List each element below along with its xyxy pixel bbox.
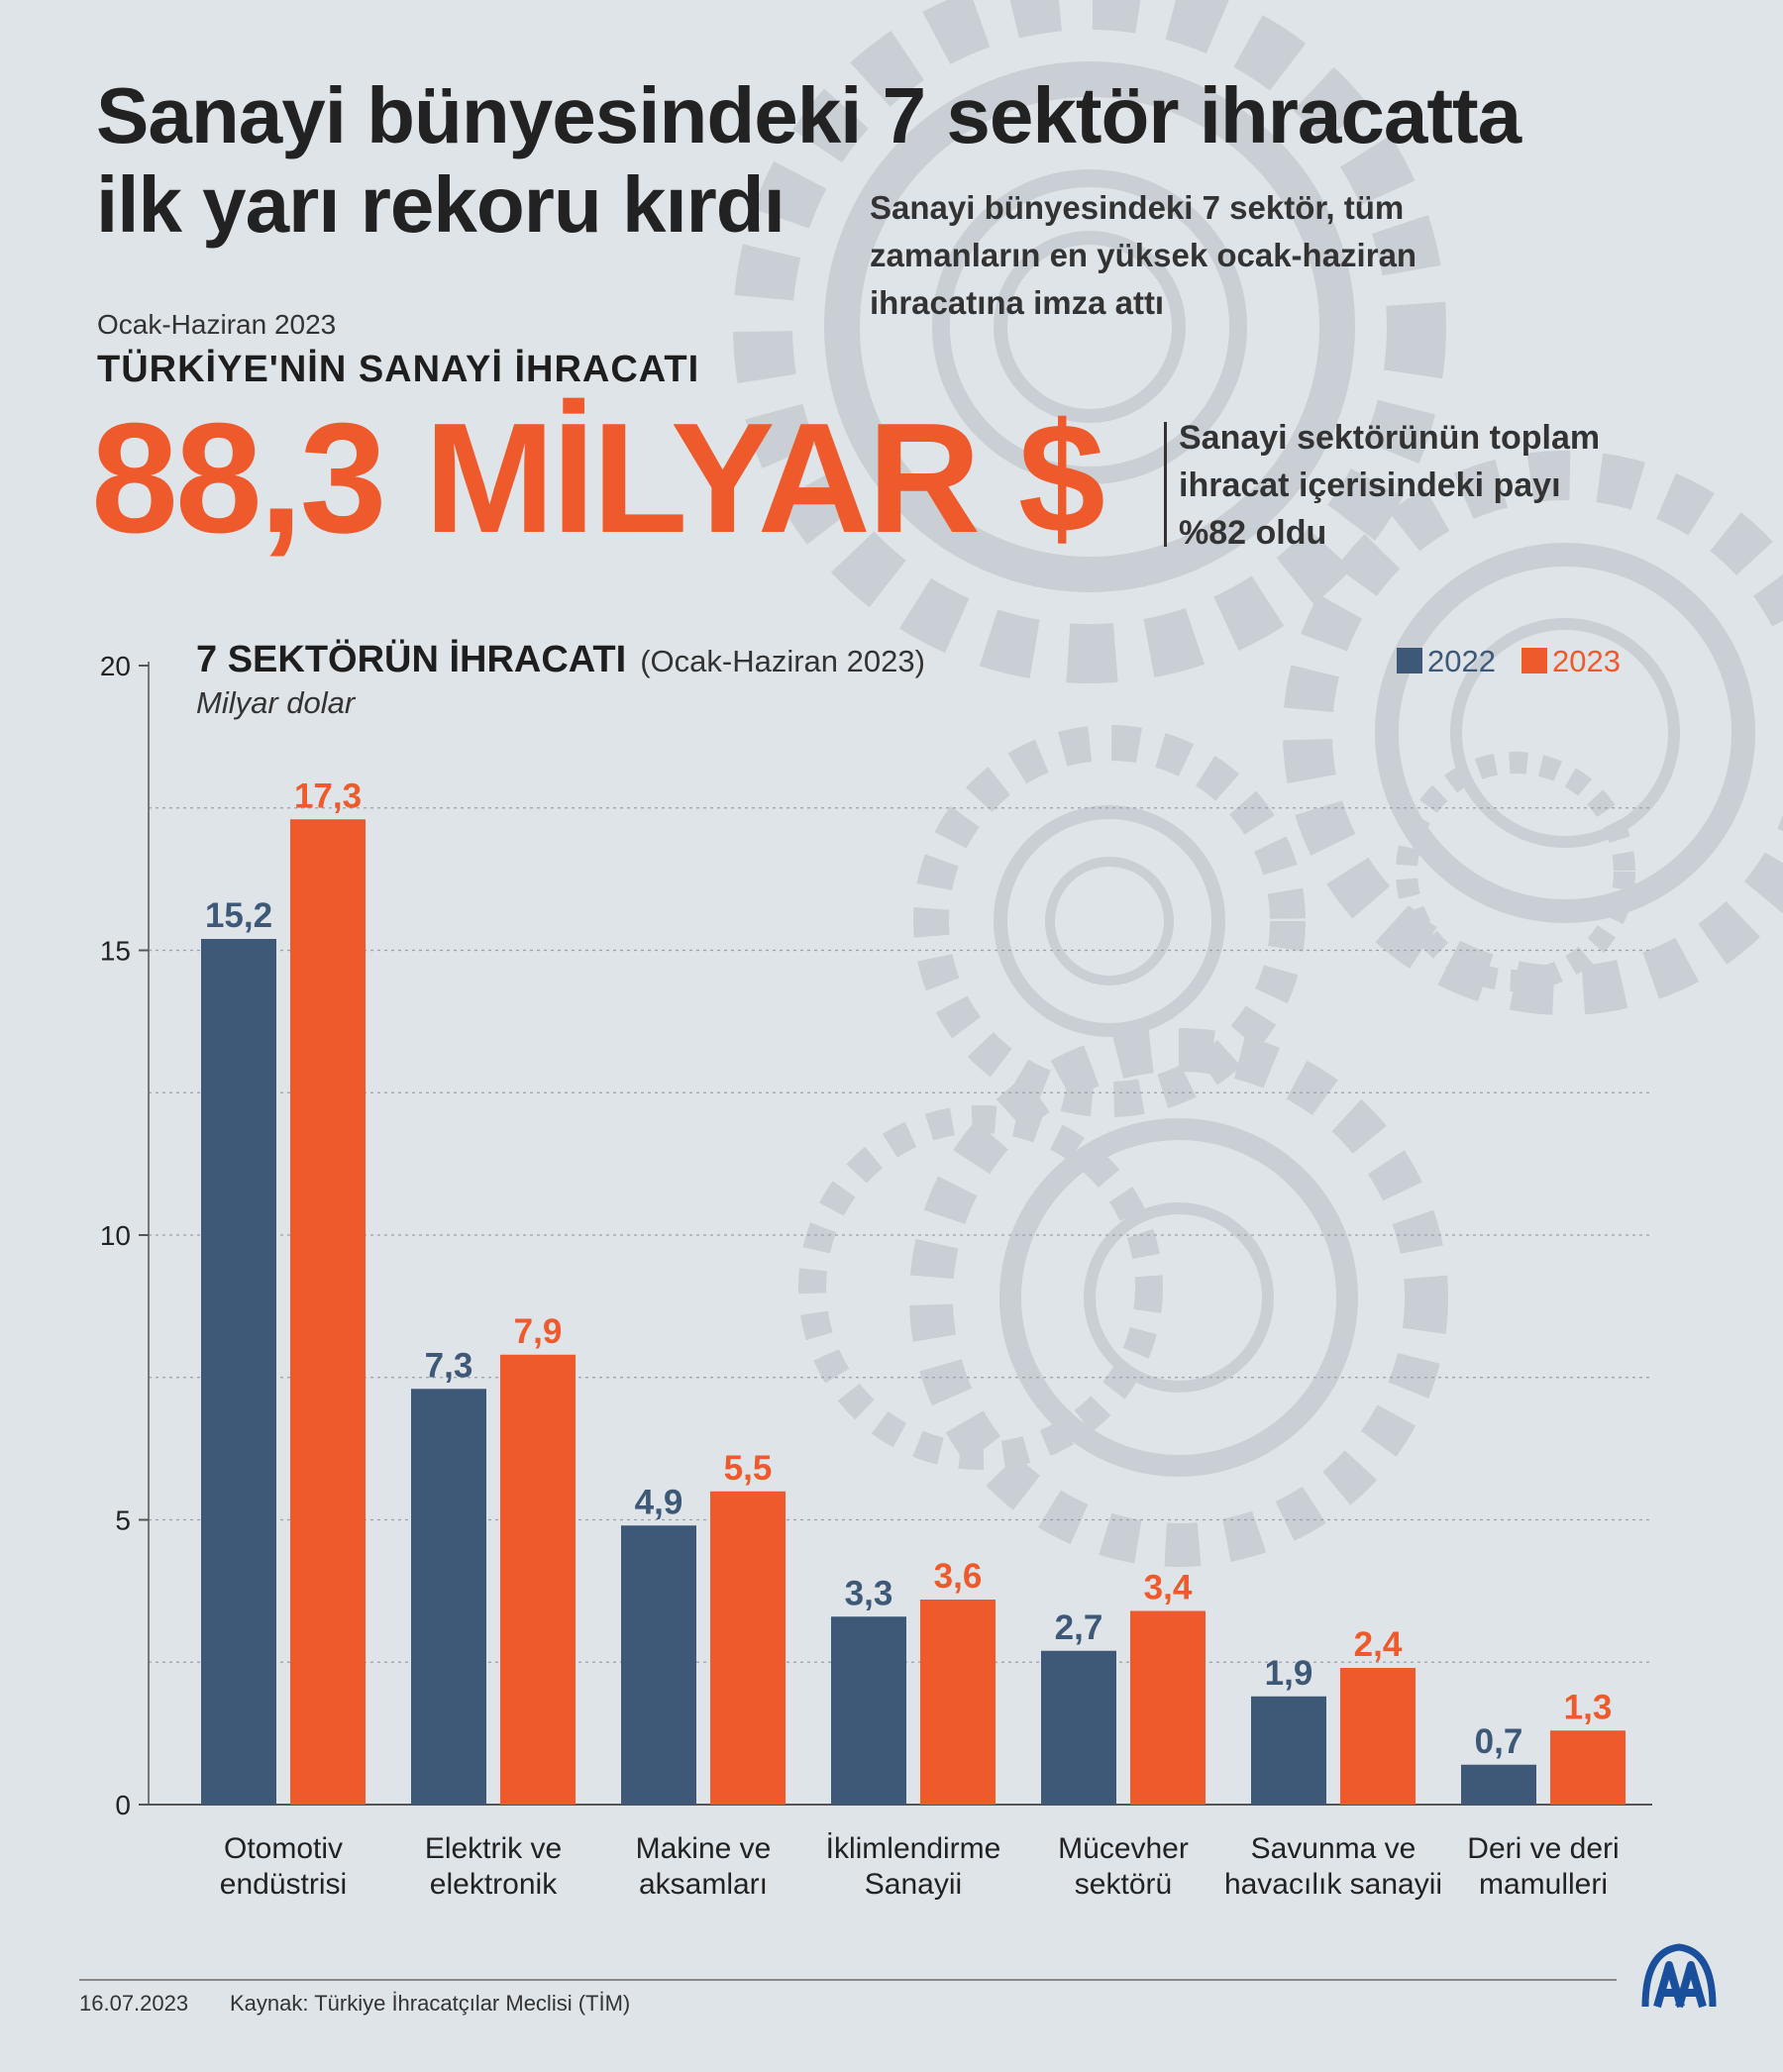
category-label: endüstrisi: [220, 1868, 347, 1901]
total-export-value: 88,3 MİLYAR $: [91, 391, 1105, 566]
share-note: Sanayi sektörünün toplam ihracat içerisi…: [1179, 414, 1600, 557]
category-label: Sanayii: [865, 1868, 962, 1901]
aa-logo: [1641, 1943, 1717, 2009]
data-label-2022: 2,7: [1055, 1608, 1103, 1647]
bar-2023: [710, 1491, 786, 1805]
data-label-2022: 15,2: [205, 896, 272, 935]
data-label-2023: 7,9: [514, 1312, 563, 1351]
subtitle-line-1: Sanayi bünyesindeki 7 sektör, tüm: [870, 189, 1405, 226]
category-label: Savunma ve: [1251, 1832, 1416, 1865]
bar-2022: [201, 939, 276, 1805]
chart-title-suffix: (Ocak-Haziran 2023): [640, 644, 925, 678]
grid-lines: [149, 807, 1652, 1663]
footer-divider: [79, 1979, 1617, 1981]
y-tick-label: 5: [115, 1505, 131, 1536]
category-label: Otomotiv: [224, 1832, 343, 1865]
bar-2022: [1041, 1650, 1116, 1805]
bars: [201, 819, 1626, 1805]
period-label: Ocak-Haziran 2023: [97, 309, 337, 340]
data-label-2022: 1,9: [1265, 1654, 1313, 1693]
footer-source: Kaynak: Türkiye İhracatçılar Meclisi (Tİ…: [230, 1991, 631, 2016]
title-line-1: Sanayi bünyesindeki 7 sektör ihracatta: [96, 71, 1521, 159]
data-label-2022: 0,7: [1475, 1722, 1523, 1761]
data-label-2023: 5,5: [724, 1449, 773, 1488]
data-label-2022: 7,3: [425, 1346, 473, 1385]
data-label-2023: 2,4: [1354, 1625, 1403, 1664]
category-label: Mücevher: [1058, 1832, 1189, 1865]
y-tick-label: 0: [115, 1790, 131, 1820]
subtitle-line-2: zamanların en yüksek ocak-haziran: [870, 237, 1417, 273]
data-label-2022: 3,3: [845, 1574, 893, 1612]
bar-2023: [1550, 1730, 1626, 1805]
page-title: Sanayi bünyesindeki 7 sektör ihracatta i…: [96, 71, 1521, 250]
bar-2023: [1130, 1610, 1206, 1805]
bar-2023: [920, 1600, 996, 1805]
bar-2022: [1251, 1696, 1326, 1805]
data-label-2023: 1,3: [1564, 1688, 1613, 1726]
subtitle-line-3: ihracatına imza attı: [870, 284, 1165, 321]
data-label-2023: 17,3: [294, 777, 362, 815]
category-label: mamulleri: [1479, 1868, 1608, 1901]
title-line-2: ilk yarı rekoru kırdı: [96, 160, 786, 249]
data-label-2023: 3,6: [934, 1557, 983, 1596]
subtitle: Sanayi bünyesindeki 7 sektör, tüm zamanl…: [870, 184, 1416, 327]
category-label: İklimlendirme: [826, 1832, 1001, 1865]
share-divider: [1164, 422, 1167, 547]
bar-2022: [831, 1616, 906, 1805]
share-note-line-3: %82 oldu: [1179, 514, 1327, 552]
y-axis-ticks: 0 5 10 15 20: [100, 651, 149, 1820]
category-label: Makine ve: [636, 1832, 772, 1865]
chart-unit: Milyar dolar: [196, 685, 357, 720]
bar-2022: [1461, 1764, 1536, 1805]
data-labels: 15,2 17,3 7,3 7,9 4,9 5,5 3,3 3,6 2,7 3,4 1,9 2,4 0,…: [205, 777, 1612, 1761]
chart-title-main: 7 SEKTÖRÜN İHRACATI: [196, 638, 626, 680]
data-label-2022: 4,9: [635, 1483, 683, 1521]
category-label: havacılık sanayii: [1224, 1868, 1442, 1901]
category-label: aksamları: [639, 1868, 768, 1901]
legend-label-2022: 2022: [1427, 644, 1496, 678]
legend-label-2023: 2023: [1552, 644, 1621, 678]
category-label: Deri ve deri: [1467, 1832, 1619, 1865]
bar-2022: [411, 1389, 486, 1805]
category-label: sektörü: [1075, 1868, 1172, 1901]
y-tick-label: 20: [100, 651, 131, 681]
bar-2022: [621, 1525, 696, 1805]
chart-title: 7 SEKTÖRÜN İHRACATI (Ocak-Haziran 2023): [196, 638, 925, 680]
data-label-2023: 3,4: [1144, 1569, 1193, 1607]
y-tick-label: 10: [100, 1220, 131, 1251]
category-label: Elektrik ve: [425, 1832, 562, 1865]
category-label: elektronik: [430, 1868, 558, 1901]
share-note-line-1: Sanayi sektörünün toplam: [1179, 419, 1601, 457]
share-note-line-2: ihracat içerisindeki payı: [1179, 466, 1561, 504]
y-tick-label: 15: [100, 936, 131, 967]
footer-date: 16.07.2023: [79, 1991, 189, 2016]
export-heading: TÜRKİYE'NİN SANAYİ İHRACATI: [97, 349, 700, 390]
legend: 2022 2023: [1397, 644, 1621, 678]
bar-2023: [1340, 1668, 1416, 1805]
legend-swatch-2022: [1397, 648, 1422, 673]
bar-2023: [290, 819, 366, 1805]
bar-2023: [500, 1354, 576, 1805]
legend-swatch-2023: [1521, 648, 1547, 673]
